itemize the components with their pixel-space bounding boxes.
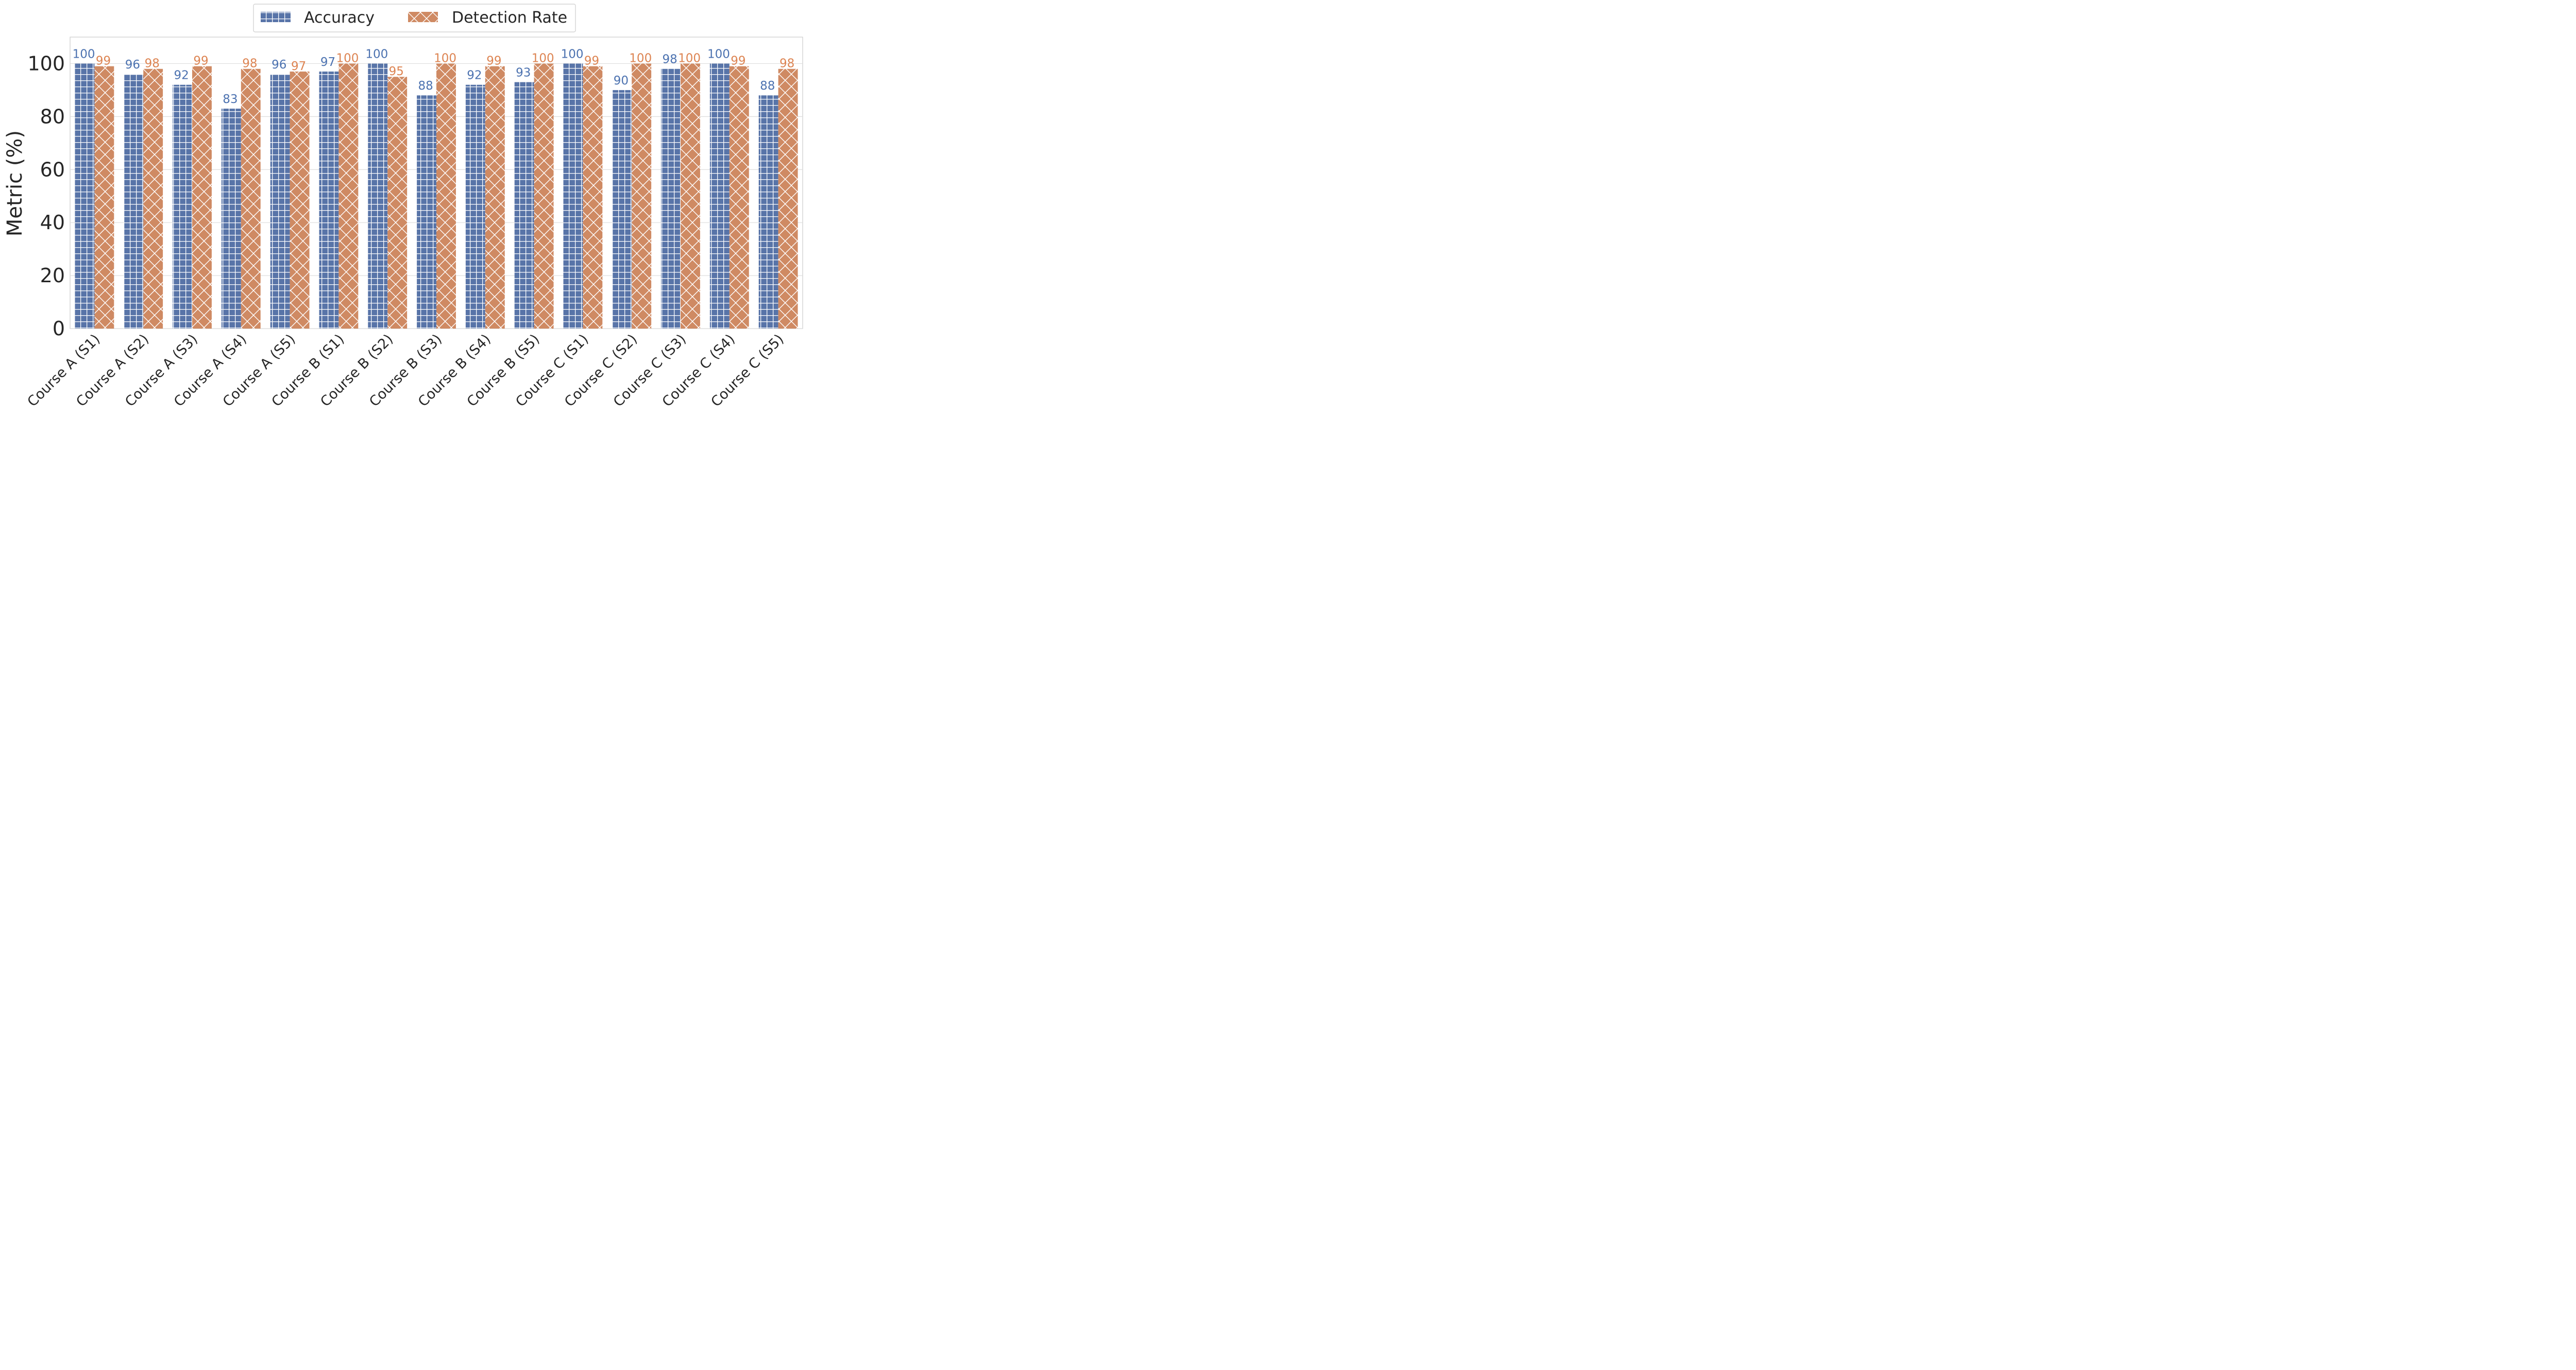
legend-swatch-accuracy xyxy=(261,12,291,22)
y-tick-label: 40 xyxy=(40,211,65,234)
bar-accuracy xyxy=(661,68,681,329)
bar-accuracy xyxy=(319,71,339,329)
bar-accuracy xyxy=(514,82,534,329)
legend-swatch-detection-rate xyxy=(408,12,438,22)
data-label: 100 xyxy=(707,47,730,61)
bar-detection-rate xyxy=(143,68,163,329)
data-label: 99 xyxy=(486,55,501,68)
y-axis-title: Metric (%) xyxy=(3,130,27,236)
bar-accuracy xyxy=(465,84,485,329)
data-label: 100 xyxy=(629,52,652,65)
bar-detection-rate xyxy=(94,66,114,329)
bar-detection-rate xyxy=(241,68,261,329)
bar-detection-rate xyxy=(290,71,310,329)
bar-accuracy xyxy=(612,90,632,329)
data-label: 90 xyxy=(614,74,629,88)
data-label: 92 xyxy=(174,69,189,82)
data-label: 99 xyxy=(96,55,111,68)
bar-accuracy xyxy=(173,84,192,329)
data-label: 88 xyxy=(418,79,433,93)
data-label: 98 xyxy=(145,57,160,71)
data-label: 98 xyxy=(663,53,677,66)
bar-detection-rate xyxy=(729,66,749,329)
y-tick-label: 60 xyxy=(40,158,65,181)
data-label: 96 xyxy=(272,58,286,72)
bar-accuracy xyxy=(758,95,778,329)
data-label: 96 xyxy=(125,58,140,72)
bar-accuracy xyxy=(709,63,730,329)
data-label: 100 xyxy=(365,47,388,61)
y-tick-label: 100 xyxy=(27,52,65,75)
bar-accuracy xyxy=(221,108,241,329)
data-label: 93 xyxy=(516,66,531,79)
data-label: 95 xyxy=(389,65,404,78)
data-label: 100 xyxy=(73,47,95,61)
bar-detection-rate xyxy=(387,77,408,329)
bar-accuracy xyxy=(75,63,95,329)
data-label: 97 xyxy=(320,56,335,69)
data-label: 100 xyxy=(532,52,554,65)
bar-detection-rate xyxy=(192,66,212,329)
data-label: 100 xyxy=(678,52,701,65)
bar-detection-rate xyxy=(485,66,505,329)
legend: Accuracy Detection Rate xyxy=(253,4,576,32)
data-label: 99 xyxy=(193,55,208,68)
data-label: 98 xyxy=(779,57,794,71)
data-label: 98 xyxy=(242,57,257,71)
legend-label-accuracy: Accuracy xyxy=(304,9,375,27)
data-label: 99 xyxy=(731,55,745,68)
legend-label-detection-rate: Detection Rate xyxy=(452,9,567,27)
bar-detection-rate xyxy=(632,63,652,329)
data-label: 99 xyxy=(584,55,599,68)
bar-detection-rate xyxy=(778,68,798,329)
bar-detection-rate xyxy=(338,63,359,329)
bar-detection-rate xyxy=(583,66,603,329)
bar-detection-rate xyxy=(681,63,700,329)
data-label: 88 xyxy=(760,79,775,93)
bar-accuracy xyxy=(563,63,583,329)
data-label: 97 xyxy=(291,60,306,73)
y-tick-label: 0 xyxy=(53,317,65,340)
bar-accuracy xyxy=(270,74,290,329)
data-label: 100 xyxy=(336,52,359,65)
data-label: 92 xyxy=(467,69,482,82)
bar-detection-rate xyxy=(436,63,456,329)
y-tick-label: 20 xyxy=(40,264,65,287)
y-axis-ticks: 0 20 40 60 80 100 xyxy=(27,52,65,340)
bars xyxy=(75,63,798,329)
bar-accuracy xyxy=(368,63,388,329)
bar-detection-rate xyxy=(534,63,554,329)
y-tick-label: 80 xyxy=(40,105,65,128)
data-label: 100 xyxy=(434,52,456,65)
x-axis-ticks: Course A (S1)Course A (S2)Course A (S3)C… xyxy=(24,331,787,410)
data-label: 100 xyxy=(561,47,584,61)
bar-accuracy xyxy=(417,95,436,329)
data-label: 83 xyxy=(223,93,238,106)
bar-accuracy xyxy=(124,74,144,329)
